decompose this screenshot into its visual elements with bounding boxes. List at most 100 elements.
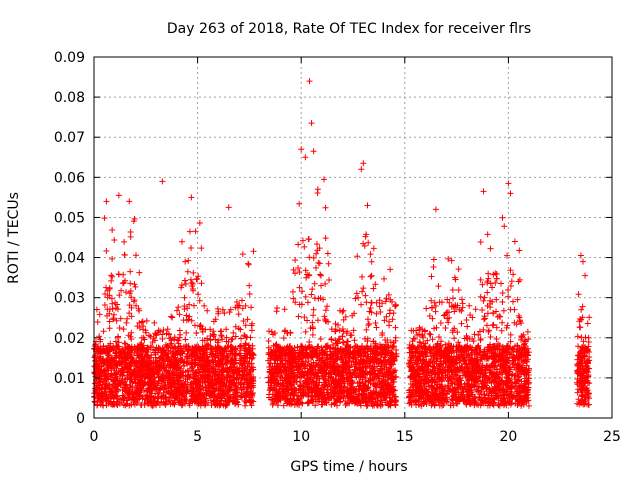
data-point [193,380,200,387]
data-point [122,366,129,373]
data-point [106,325,113,332]
data-point [243,385,250,392]
data-point [204,307,211,314]
data-point [301,243,308,250]
data-point [167,391,174,398]
data-point [134,384,141,391]
data-point [455,286,462,293]
data-point [168,377,175,384]
data-point [124,315,131,322]
data-point [111,237,118,244]
data-point [101,375,108,382]
data-point [97,378,104,385]
data-point [218,328,225,335]
data-point [242,340,249,347]
data-point [151,371,158,378]
data-point [493,270,500,277]
data-point [115,333,122,340]
data-point [177,358,184,365]
data-point [198,375,205,382]
data-point [134,374,141,381]
data-point [100,379,107,386]
data-point [367,304,374,311]
data-point [237,381,244,388]
data-point [165,330,172,337]
data-point [136,307,143,314]
data-point [154,382,161,389]
data-point [210,358,217,365]
data-point [203,353,210,360]
data-point [308,291,315,298]
data-point [109,300,116,307]
data-point [146,332,153,339]
data-point [129,378,136,385]
data-point [200,372,207,379]
data-point [250,248,257,255]
data-point [121,340,128,347]
data-point [223,379,230,386]
data-point [221,310,228,317]
data-point [210,318,217,325]
data-point [435,283,442,290]
data-point [147,360,154,367]
data-point [238,335,245,342]
data-point [188,317,195,324]
data-point [207,391,214,398]
data-point [140,345,147,352]
data-point [129,356,136,363]
data-point [137,341,144,348]
data-point [172,384,179,391]
data-point [183,389,190,396]
data-point [481,294,488,301]
data-point [155,327,162,334]
data-point [189,385,196,392]
data-point [186,374,193,381]
data-point [317,336,324,343]
data-point [195,273,202,280]
data-point [111,401,118,408]
data-point [193,352,200,359]
data-point [223,354,230,361]
data-point [95,389,102,396]
data-point [265,338,272,345]
data-point [176,311,183,318]
data-point [178,282,185,289]
data-point [345,363,352,370]
data-point [197,361,204,368]
data-point [233,386,240,393]
data-point [187,276,194,283]
data-point [106,318,113,325]
data-point [182,336,189,343]
data-point [242,333,249,340]
data-point [352,295,359,302]
data-point [189,286,196,293]
data-point [216,400,223,407]
data-point [130,396,137,403]
data-point [225,338,232,345]
data-point [242,397,249,404]
data-point [124,390,131,397]
data-point [164,374,171,381]
data-point [227,387,234,394]
data-point [101,215,108,222]
data-point [140,323,147,330]
data-point [205,371,212,378]
data-point [159,375,166,382]
data-point [177,372,184,379]
data-point [118,287,125,294]
data-point [147,333,154,340]
data-point [305,236,312,243]
data-point [121,360,128,367]
data-point [192,228,199,235]
data-point [162,352,169,359]
data-point [207,346,214,353]
data-point [131,215,138,222]
data-point [455,266,462,273]
data-point [189,348,196,355]
data-point [211,390,218,397]
data-point [163,373,170,380]
data-point [246,366,253,373]
data-point [306,254,313,261]
data-point [152,366,159,373]
data-point [96,311,103,318]
